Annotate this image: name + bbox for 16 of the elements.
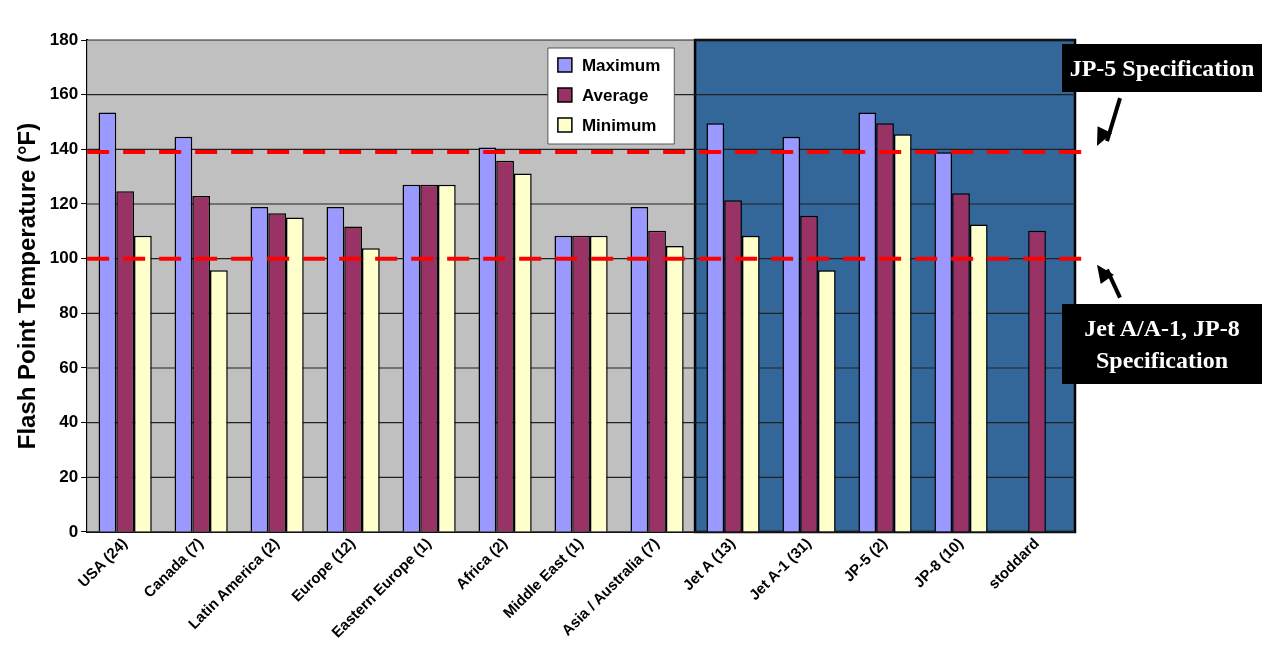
y-tick-label: 180: [49, 29, 79, 49]
legend-label: Maximum: [581, 55, 661, 75]
y-tick-label: 100: [49, 248, 79, 268]
y-tick-label: 20: [59, 466, 79, 486]
ref-line-label: JP-5 Specification: [1062, 44, 1262, 93]
y-tick-label: 160: [49, 84, 79, 104]
y-axis-title: Flash Point Temperature (°F): [13, 122, 41, 450]
y-tick-label: 120: [49, 193, 79, 213]
y-tick-label: 80: [59, 303, 79, 322]
ref-line-label: Jet A/A-1, JP-8 Specification: [1062, 303, 1262, 385]
y-tick-label: 40: [59, 412, 79, 432]
y-tick-label: 140: [49, 139, 79, 159]
legend-label: Minimum: [581, 115, 657, 135]
legend-label: Average: [581, 85, 649, 105]
y-tick-label: 0: [68, 521, 79, 541]
y-tick-label: 60: [59, 357, 79, 377]
